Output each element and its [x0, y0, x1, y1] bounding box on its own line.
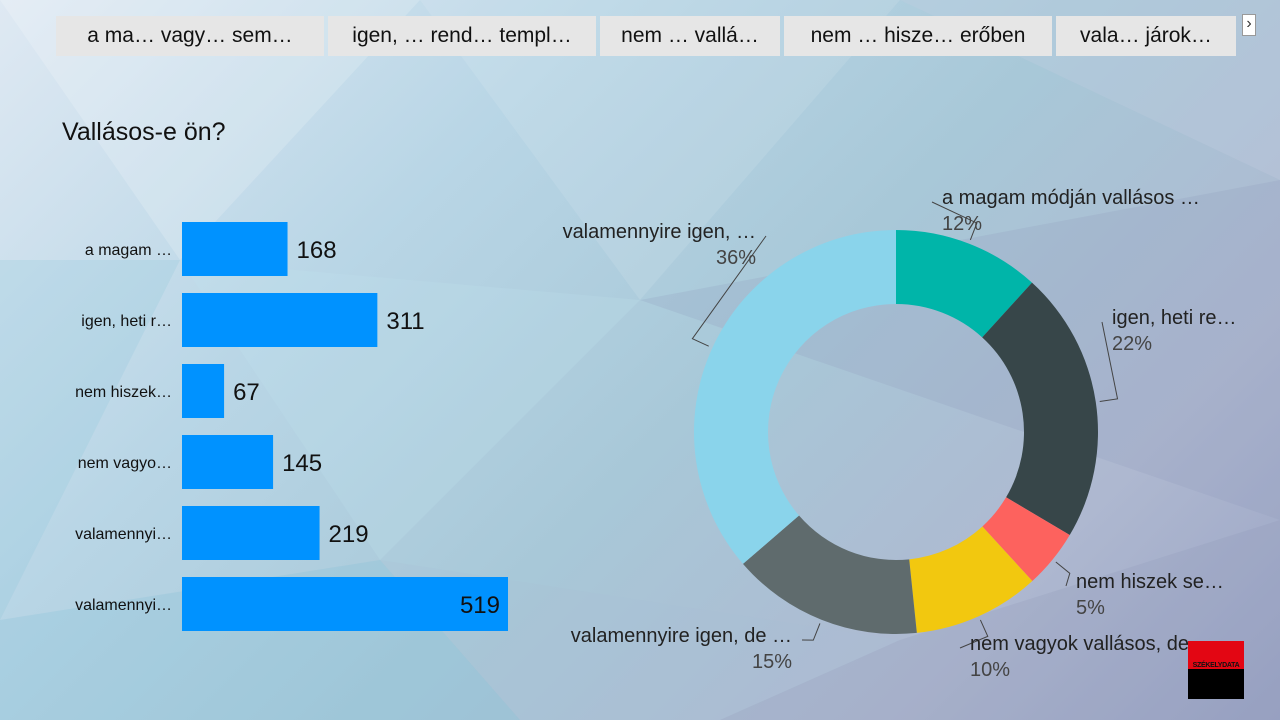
bar — [182, 435, 274, 489]
slice-label: igen, heti re… — [1112, 307, 1237, 329]
category-label: valamennyi… — [75, 526, 172, 543]
donut-slice — [982, 497, 1070, 582]
slice-percent: 12% — [942, 213, 982, 235]
slice-percent: 36% — [716, 247, 756, 269]
data-label: 168 — [297, 237, 337, 264]
bar — [182, 293, 378, 347]
donut-chart: a magam módján vallásos … 12% igen, heti r… — [563, 187, 1237, 681]
chevron-right-icon[interactable]: › — [1242, 14, 1256, 36]
filter-chip[interactable]: vala… járok… — [1056, 16, 1236, 56]
slice-label: nem vagyok vallásos, de… — [970, 633, 1209, 655]
filter-chip[interactable]: igen, … rend… templ… — [328, 16, 596, 56]
bar — [182, 364, 225, 418]
bar-chart: a magam … 168 igen, heti r… 311 nem hiszek… 6… — [75, 222, 508, 631]
data-label: 67 — [233, 379, 260, 406]
category-label: valamennyi… — [75, 597, 172, 614]
category-label: igen, heti r… — [81, 313, 172, 330]
donut-slice — [742, 515, 917, 634]
slice-label: valamennyire igen, de … — [571, 625, 792, 647]
slice-label: nem hiszek se… — [1076, 571, 1224, 593]
leader-line — [801, 623, 821, 641]
donut-slice — [982, 282, 1098, 536]
slice-percent: 10% — [970, 659, 1010, 681]
data-label: 519 — [460, 592, 500, 619]
leader-line — [1099, 321, 1119, 403]
donut-slice — [909, 526, 1033, 633]
brand-logo: SZÉKELYDATA — [1188, 641, 1244, 699]
filter-chip[interactable]: nem … vallá… — [600, 16, 780, 56]
donut-slice — [896, 230, 1033, 338]
data-label: 311 — [386, 308, 424, 335]
category-label: a magam … — [85, 242, 172, 259]
bar — [182, 577, 508, 631]
data-label: 219 — [329, 521, 369, 548]
slice-label: a magam módján vallásos … — [942, 187, 1200, 209]
slice-percent: 15% — [752, 651, 792, 673]
filter-chip[interactable]: nem … hisze… erőben — [784, 16, 1052, 56]
slice-percent: 5% — [1076, 597, 1105, 619]
slice-label: valamennyire igen, … — [563, 221, 756, 243]
filter-chip[interactable]: a ma… vagy… sem… — [56, 16, 324, 56]
leader-line — [691, 235, 767, 347]
donut-slice — [694, 230, 896, 564]
bar — [182, 506, 320, 560]
data-label: 145 — [282, 450, 322, 477]
logo-text: SZÉKELYDATA — [1192, 662, 1240, 669]
page-title: Vallásos-e ön? — [62, 118, 226, 146]
leader-line — [959, 619, 989, 649]
leader-line — [931, 201, 978, 241]
category-label: nem hiszek… — [75, 384, 172, 401]
leader-line — [1055, 561, 1071, 587]
bar — [182, 222, 288, 276]
category-label: nem vagyo… — [78, 455, 172, 472]
slice-percent: 22% — [1112, 333, 1152, 355]
